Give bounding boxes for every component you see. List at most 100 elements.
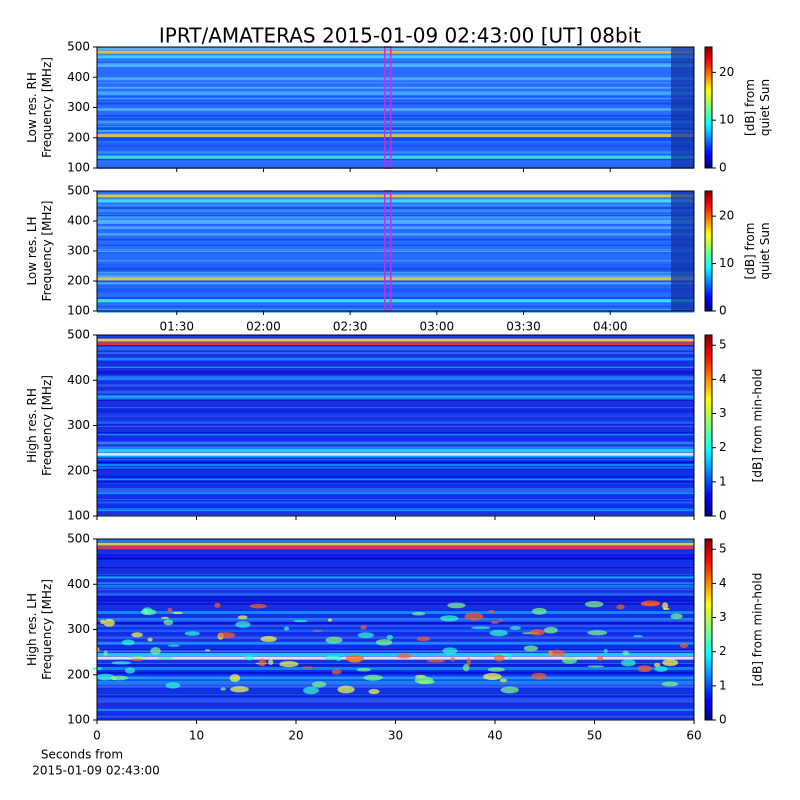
texture-blob <box>283 626 290 631</box>
colorbar-tick-label: 1 <box>719 474 727 488</box>
texture-stripe <box>97 685 694 689</box>
texture-stripe <box>97 679 694 681</box>
texture-blob <box>562 657 577 664</box>
texture-stripe <box>97 611 694 613</box>
texture-stripe <box>97 132 694 135</box>
colorbar-tick-label: 0 <box>719 161 727 175</box>
texture-stripe <box>97 422 694 424</box>
texture-stripe <box>97 632 694 635</box>
texture-stripe <box>97 154 694 157</box>
texture-stripe <box>97 576 694 579</box>
texture-band <box>97 155 694 159</box>
colorbar-tick-label: 1 <box>719 678 727 692</box>
texture-stripe <box>97 555 694 558</box>
texture-blob <box>214 602 221 608</box>
texture-blob <box>529 629 545 636</box>
texture-stripe <box>97 461 694 464</box>
texture-stripe <box>97 250 694 253</box>
texture-stripe <box>97 219 694 221</box>
texture-stripe <box>97 584 694 588</box>
x-axis-label: 2015-01-09 02:43:00 <box>32 764 159 778</box>
texture-blob <box>268 659 274 665</box>
texture-blob <box>111 661 132 665</box>
y-tick-label: 100 <box>67 713 90 727</box>
texture-stripe <box>97 574 694 577</box>
texture-blob <box>345 654 365 663</box>
texture-band <box>97 221 694 224</box>
texture-stripe <box>97 675 694 679</box>
texture-blob <box>301 666 314 669</box>
texture-stripe <box>97 505 694 509</box>
texture-stripe <box>97 139 694 141</box>
texture-blob <box>411 612 426 616</box>
x-tick-label: 02:00 <box>246 320 281 334</box>
texture-stripe <box>97 61 694 64</box>
texture-blob <box>662 659 679 667</box>
texture-blob <box>509 626 521 630</box>
texture-stripe <box>97 431 694 434</box>
texture-blob <box>416 636 431 642</box>
texture-stripe <box>97 97 694 100</box>
y-tick-label: 300 <box>67 244 90 258</box>
colorbar <box>704 538 713 721</box>
texture-blob <box>150 647 161 655</box>
texture-stripe <box>97 490 694 492</box>
texture-blob <box>230 686 249 693</box>
y-tick-label: 100 <box>67 161 90 175</box>
texture-stripe <box>97 370 694 372</box>
texture-stripe <box>97 248 694 251</box>
texture-blob <box>356 667 371 672</box>
texture-stripe <box>97 609 694 612</box>
texture-stripe <box>97 478 694 481</box>
colorbar-tick-label: 0 <box>719 713 727 727</box>
texture-blob <box>249 603 267 609</box>
texture-blob <box>121 639 135 646</box>
texture-stripe <box>97 596 694 599</box>
texture-stripe <box>97 287 694 291</box>
y-tick-label: 500 <box>67 532 90 546</box>
texture-stripe <box>97 435 694 438</box>
colorbar <box>704 334 713 517</box>
texture-stripe <box>97 433 694 436</box>
texture-blob <box>220 687 226 691</box>
texture-blob <box>620 659 636 667</box>
texture-blob <box>172 611 184 615</box>
texture-stripe <box>97 409 694 412</box>
y-axis-label: High res. LH <box>25 593 39 666</box>
colorbar-label: quiet Sun <box>758 222 772 279</box>
texture-blob <box>337 685 355 694</box>
texture-stripe <box>97 612 694 614</box>
texture-stripe <box>97 143 694 146</box>
texture-stripe <box>97 216 694 219</box>
texture-blob <box>640 602 660 606</box>
texture-stripe <box>97 498 694 501</box>
texture-stripe <box>97 92 694 96</box>
y-tick-label: 100 <box>67 509 90 523</box>
texture-blob <box>597 655 604 661</box>
texture-stripe <box>97 470 694 473</box>
texture-blob <box>96 673 115 681</box>
texture-blob <box>376 639 393 646</box>
texture-blob <box>125 667 136 674</box>
texture-blob <box>165 682 181 689</box>
texture-stripe <box>97 599 694 602</box>
texture-stripe <box>97 463 694 466</box>
texture-blob <box>323 655 342 660</box>
texture-blob <box>147 637 153 642</box>
texture-blob <box>184 631 200 636</box>
spectrogram-texture <box>97 47 694 169</box>
texture-stripe <box>97 673 694 677</box>
spectrogram-texture <box>97 335 694 517</box>
texture-band <box>97 194 694 198</box>
texture-blob <box>163 619 174 626</box>
colorbar-tick-label: 20 <box>719 65 734 79</box>
texture-stripe <box>97 145 694 148</box>
texture-blob <box>466 657 472 666</box>
texture-blob <box>204 649 211 652</box>
texture-stripe <box>97 683 694 686</box>
texture-stripe <box>97 557 694 560</box>
texture-stripe <box>97 680 694 684</box>
texture-band <box>97 449 694 453</box>
texture-stripe <box>97 238 694 241</box>
y-axis-label: Frequency [MHz] <box>40 57 54 158</box>
